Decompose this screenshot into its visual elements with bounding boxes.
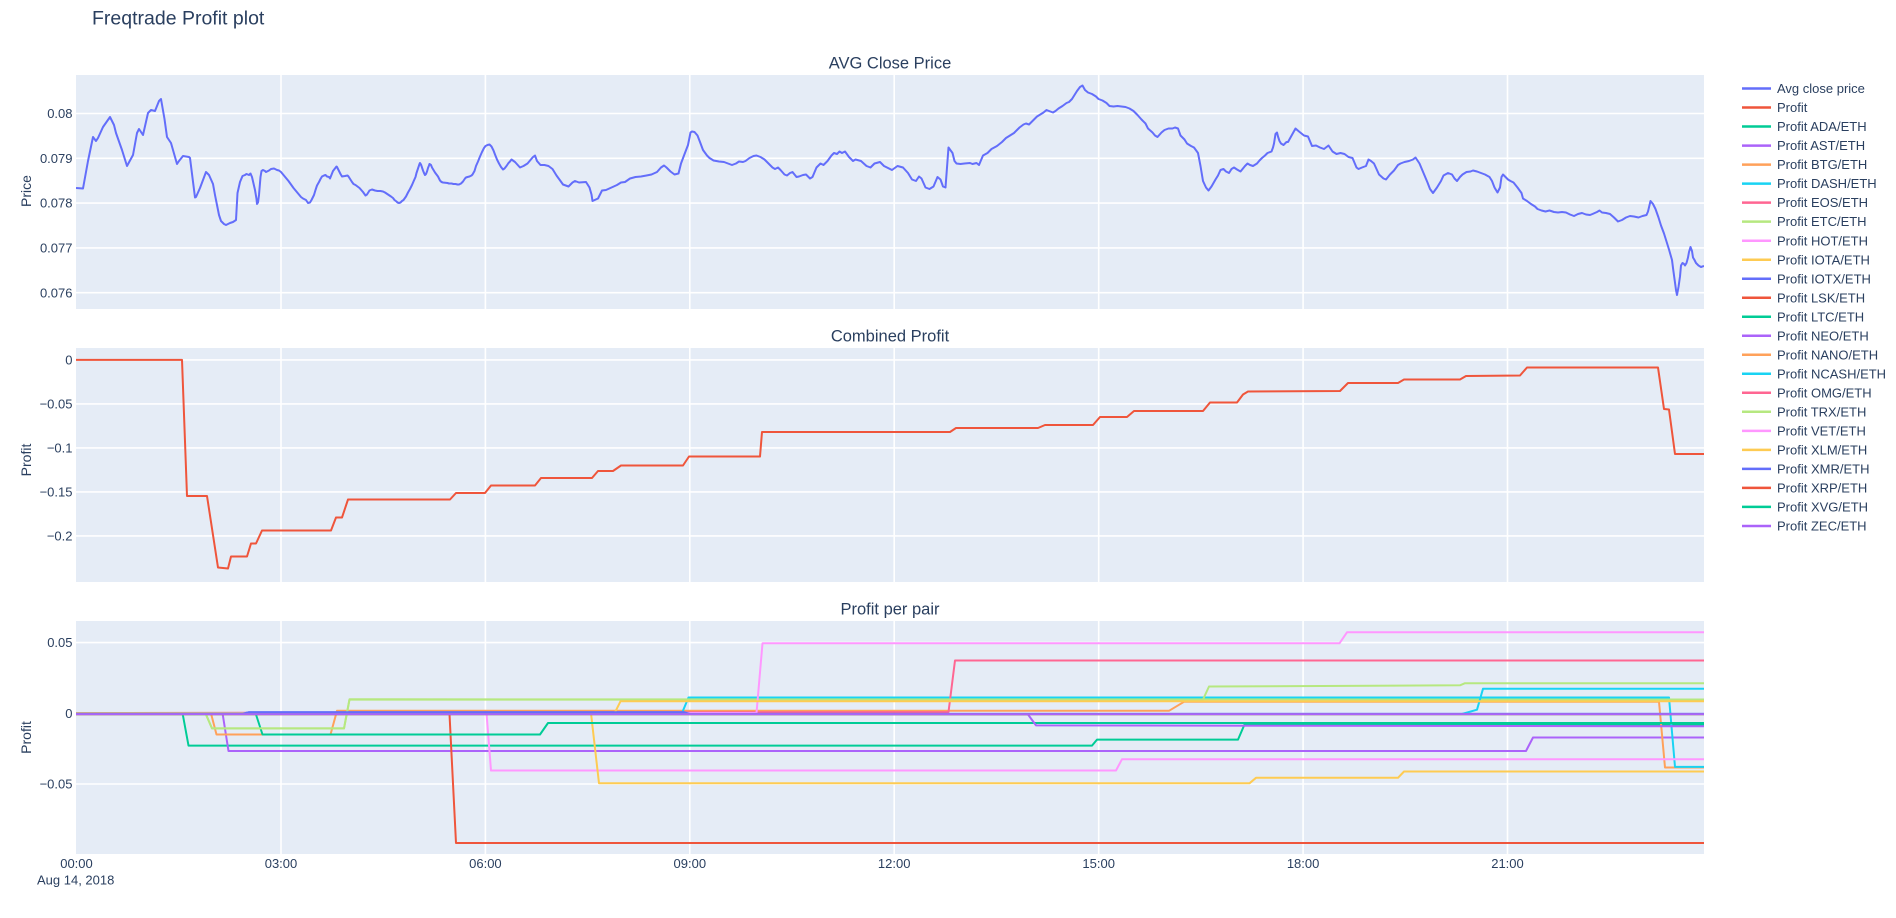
svg-text:0.076: 0.076 [40,285,73,300]
svg-text:Profit NCASH/ETH: Profit NCASH/ETH [1777,366,1886,381]
svg-text:Profit NEO/ETH: Profit NEO/ETH [1777,328,1869,343]
svg-text:09:00: 09:00 [674,856,707,871]
svg-text:Profit per pair: Profit per pair [840,601,940,619]
svg-text:Profit DASH/ETH: Profit DASH/ETH [1777,176,1877,191]
svg-text:18:00: 18:00 [1287,856,1320,871]
svg-text:Profit LTC/ETH: Profit LTC/ETH [1777,309,1864,324]
svg-text:Profit: Profit [1777,100,1808,115]
svg-text:Profit XLM/ETH: Profit XLM/ETH [1777,443,1867,458]
svg-text:06:00: 06:00 [469,856,502,871]
svg-text:Profit ADA/ETH: Profit ADA/ETH [1777,119,1867,134]
svg-text:0.077: 0.077 [40,241,73,256]
svg-text:Profit: Profit [18,444,34,477]
svg-text:Profit HOT/ETH: Profit HOT/ETH [1777,233,1868,248]
svg-text:−0.2: −0.2 [47,529,73,544]
svg-text:Profit: Profit [18,721,34,754]
svg-text:21:00: 21:00 [1491,856,1524,871]
svg-text:Profit ETC/ETH: Profit ETC/ETH [1777,214,1867,229]
svg-text:Profit XVG/ETH: Profit XVG/ETH [1777,500,1868,515]
svg-text:Profit ZEC/ETH: Profit ZEC/ETH [1777,519,1867,534]
svg-text:15:00: 15:00 [1082,856,1115,871]
svg-text:Profit NANO/ETH: Profit NANO/ETH [1777,347,1878,362]
svg-text:−0.05: −0.05 [40,777,73,792]
svg-text:Avg close price: Avg close price [1777,81,1865,96]
svg-text:−0.1: −0.1 [47,441,73,456]
svg-text:Profit BTG/ETH: Profit BTG/ETH [1777,157,1867,172]
svg-text:0: 0 [65,706,72,721]
svg-text:−0.15: −0.15 [40,485,73,500]
svg-text:Combined Profit: Combined Profit [831,328,950,346]
svg-text:0.078: 0.078 [40,196,73,211]
svg-text:0.08: 0.08 [47,106,72,121]
svg-text:−0.05: −0.05 [40,397,73,412]
svg-text:0: 0 [65,353,72,368]
svg-text:AVG Close Price: AVG Close Price [829,55,952,73]
svg-text:Profit OMG/ETH: Profit OMG/ETH [1777,385,1872,400]
svg-text:Profit IOTA/ETH: Profit IOTA/ETH [1777,252,1870,267]
svg-text:Profit LSK/ETH: Profit LSK/ETH [1777,290,1865,305]
svg-text:Freqtrade Profit plot: Freqtrade Profit plot [92,8,265,30]
svg-text:Profit XRP/ETH: Profit XRP/ETH [1777,481,1867,496]
svg-text:0.079: 0.079 [40,151,73,166]
svg-text:12:00: 12:00 [878,856,911,871]
svg-text:Profit VET/ETH: Profit VET/ETH [1777,424,1866,439]
svg-text:Profit EOS/ETH: Profit EOS/ETH [1777,195,1868,210]
svg-text:Profit TRX/ETH: Profit TRX/ETH [1777,404,1866,419]
svg-text:Price: Price [18,175,34,207]
svg-text:03:00: 03:00 [265,856,298,871]
svg-text:Aug 14, 2018: Aug 14, 2018 [37,873,114,888]
svg-text:0.05: 0.05 [47,635,72,650]
svg-text:Profit AST/ETH: Profit AST/ETH [1777,138,1865,153]
svg-text:00:00: 00:00 [60,856,93,871]
svg-text:Profit IOTX/ETH: Profit IOTX/ETH [1777,271,1871,286]
svg-text:Profit XMR/ETH: Profit XMR/ETH [1777,462,1869,477]
